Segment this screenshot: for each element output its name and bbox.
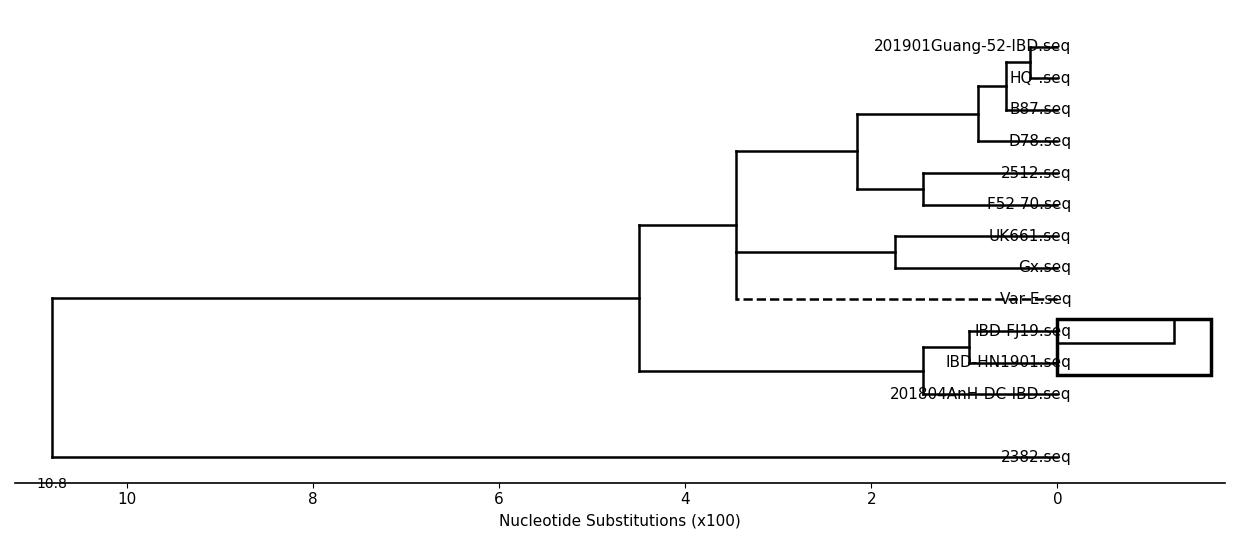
Text: 201804AnH-DC-IBD.seq: 201804AnH-DC-IBD.seq bbox=[890, 387, 1071, 402]
Text: Gx.seq: Gx.seq bbox=[1018, 260, 1071, 275]
Text: D78.seq: D78.seq bbox=[1008, 134, 1071, 149]
Text: B87.seq: B87.seq bbox=[1009, 102, 1071, 117]
Text: Var E.seq: Var E.seq bbox=[999, 292, 1071, 307]
Text: F52 70.seq: F52 70.seq bbox=[987, 197, 1071, 212]
Text: 201901Guang-52-IBD.seq: 201901Guang-52-IBD.seq bbox=[874, 39, 1071, 54]
Text: IBD-FJ19.seq: IBD-FJ19.seq bbox=[975, 324, 1071, 338]
Text: UK661.seq: UK661.seq bbox=[990, 229, 1071, 244]
Text: 2382.seq: 2382.seq bbox=[1001, 450, 1071, 465]
Text: HQ-.seq: HQ-.seq bbox=[1009, 71, 1071, 86]
Text: IBD-HN1901.seq: IBD-HN1901.seq bbox=[946, 355, 1071, 370]
Text: 2512.seq: 2512.seq bbox=[1001, 166, 1071, 180]
Text: 10.8: 10.8 bbox=[37, 477, 68, 491]
X-axis label: Nucleotide Substitutions (x100): Nucleotide Substitutions (x100) bbox=[500, 513, 740, 528]
